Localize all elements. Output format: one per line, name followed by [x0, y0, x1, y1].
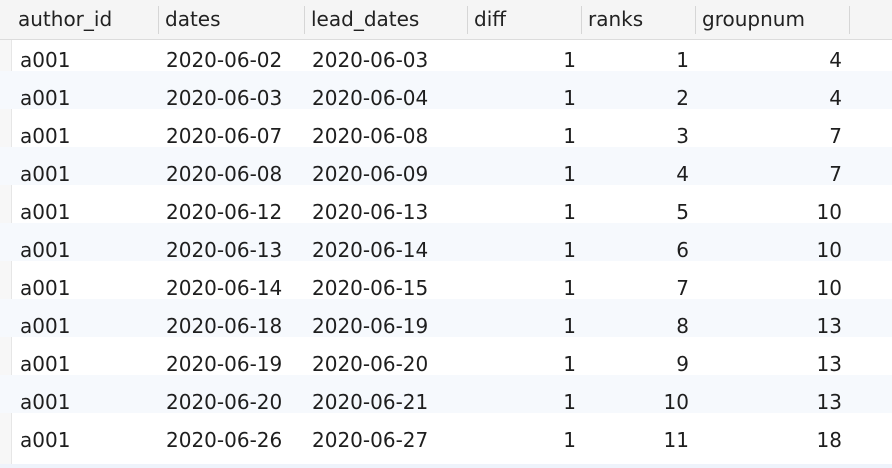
- cell-ranks[interactable]: 3: [676, 124, 689, 148]
- table-row[interactable]: a001 2020-06-19 2020-06-20 1 9 13: [0, 337, 892, 376]
- column-resize-handle[interactable]: [581, 6, 582, 34]
- cell-ranks[interactable]: 10: [663, 390, 689, 414]
- cell-groupnum[interactable]: 7: [829, 124, 842, 148]
- table-row[interactable]: a001 2020-06-07 2020-06-08 1 3 7: [0, 109, 892, 148]
- cell-lead-dates[interactable]: 2020-06-09: [312, 162, 429, 186]
- cell-lead-dates[interactable]: 2020-06-14: [312, 238, 429, 262]
- cell-diff[interactable]: 1: [563, 352, 576, 376]
- cell-author-id[interactable]: a001: [20, 276, 71, 300]
- cell-diff[interactable]: 1: [563, 238, 576, 262]
- table-row[interactable]: a001 2020-06-13 2020-06-14 1 6 10: [0, 223, 892, 262]
- column-header-row: author_id dates lead_dates diff ranks gr…: [0, 0, 892, 40]
- cell-groupnum[interactable]: 7: [829, 162, 842, 186]
- cell-dates[interactable]: 2020-06-20: [166, 390, 283, 414]
- cell-lead-dates[interactable]: 2020-06-04: [312, 86, 429, 110]
- column-header-lead-dates[interactable]: lead_dates: [311, 7, 420, 31]
- cell-author-id[interactable]: a001: [20, 124, 71, 148]
- cell-groupnum[interactable]: 10: [816, 200, 842, 224]
- cell-ranks[interactable]: 4: [676, 162, 689, 186]
- cell-diff[interactable]: 1: [563, 390, 576, 414]
- cell-diff[interactable]: 1: [563, 276, 576, 300]
- column-header-groupnum[interactable]: groupnum: [702, 7, 805, 31]
- cell-lead-dates[interactable]: 2020-06-19: [312, 314, 429, 338]
- cell-ranks[interactable]: 8: [676, 314, 689, 338]
- cell-author-id[interactable]: a001: [20, 352, 71, 376]
- table-row[interactable]: a001 2020-06-26 2020-06-27 1 11 18: [0, 413, 892, 452]
- cell-ranks[interactable]: 1: [676, 48, 689, 72]
- cell-groupnum[interactable]: 4: [829, 48, 842, 72]
- cell-diff[interactable]: 1: [563, 314, 576, 338]
- table-row[interactable]: a001 2020-06-03 2020-06-04 1 2 4: [0, 71, 892, 110]
- cell-lead-dates[interactable]: 2020-06-21: [312, 390, 429, 414]
- cell-author-id[interactable]: a001: [20, 162, 71, 186]
- cell-lead-dates[interactable]: 2020-06-13: [312, 200, 429, 224]
- cell-author-id[interactable]: a001: [20, 48, 71, 72]
- cell-author-id[interactable]: a001: [20, 238, 71, 262]
- cell-diff[interactable]: 1: [563, 200, 576, 224]
- table-row[interactable]: a001 2020-06-02 2020-06-03 1 1 4: [0, 33, 892, 72]
- column-header-dates[interactable]: dates: [165, 7, 221, 31]
- cell-groupnum[interactable]: 10: [816, 238, 842, 262]
- column-resize-handle[interactable]: [304, 6, 305, 34]
- column-resize-handle[interactable]: [849, 6, 850, 34]
- cell-dates[interactable]: 2020-06-13: [166, 238, 283, 262]
- cell-ranks[interactable]: 9: [676, 352, 689, 376]
- cell-groupnum[interactable]: 4: [829, 86, 842, 110]
- cell-dates[interactable]: 2020-06-07: [166, 124, 283, 148]
- cell-lead-dates[interactable]: 2020-06-08: [312, 124, 429, 148]
- cell-author-id[interactable]: a001: [20, 200, 71, 224]
- column-header-ranks[interactable]: ranks: [588, 7, 644, 31]
- cell-ranks[interactable]: 5: [676, 200, 689, 224]
- cell-dates[interactable]: 2020-06-19: [166, 352, 283, 376]
- cell-author-id[interactable]: a001: [20, 428, 71, 452]
- cell-groupnum[interactable]: 13: [816, 390, 842, 414]
- cell-diff[interactable]: 1: [563, 48, 576, 72]
- cell-lead-dates[interactable]: 2020-06-20: [312, 352, 429, 376]
- cell-diff[interactable]: 1: [563, 162, 576, 186]
- cell-dates[interactable]: 2020-06-14: [166, 276, 283, 300]
- cell-diff[interactable]: 1: [563, 124, 576, 148]
- cell-groupnum[interactable]: 13: [816, 314, 842, 338]
- table-row[interactable]: a001 2020-06-20 2020-06-21 1 10 13: [0, 375, 892, 414]
- cell-ranks[interactable]: 6: [676, 238, 689, 262]
- table-row[interactable]: a001 2020-06-18 2020-06-19 1 8 13: [0, 299, 892, 338]
- cell-author-id[interactable]: a001: [20, 390, 71, 414]
- cell-dates[interactable]: 2020-06-12: [166, 200, 283, 224]
- cell-dates[interactable]: 2020-06-26: [166, 428, 283, 452]
- column-resize-handle[interactable]: [158, 6, 159, 34]
- cell-groupnum[interactable]: 13: [816, 352, 842, 376]
- cell-ranks[interactable]: 2: [676, 86, 689, 110]
- column-header-author-id[interactable]: author_id: [18, 7, 113, 31]
- column-resize-handle[interactable]: [695, 6, 696, 34]
- table-row[interactable]: a001 2020-06-14 2020-06-15 1 7 10: [0, 261, 892, 300]
- cell-author-id[interactable]: a001: [20, 86, 71, 110]
- column-header-diff[interactable]: diff: [474, 7, 507, 31]
- next-row-partial: [0, 464, 892, 468]
- table-row[interactable]: a001 2020-06-12 2020-06-13 1 5 10: [0, 185, 892, 224]
- cell-dates[interactable]: 2020-06-08: [166, 162, 283, 186]
- cell-ranks[interactable]: 7: [676, 276, 689, 300]
- cell-ranks[interactable]: 11: [663, 428, 689, 452]
- cell-diff[interactable]: 1: [563, 86, 576, 110]
- column-resize-handle[interactable]: [467, 6, 468, 34]
- cell-dates[interactable]: 2020-06-03: [166, 86, 283, 110]
- cell-dates[interactable]: 2020-06-18: [166, 314, 283, 338]
- cell-groupnum[interactable]: 10: [816, 276, 842, 300]
- cell-author-id[interactable]: a001: [20, 314, 71, 338]
- cell-lead-dates[interactable]: 2020-06-15: [312, 276, 429, 300]
- cell-dates[interactable]: 2020-06-02: [166, 48, 283, 72]
- cell-lead-dates[interactable]: 2020-06-27: [312, 428, 429, 452]
- cell-groupnum[interactable]: 18: [816, 428, 842, 452]
- cell-diff[interactable]: 1: [563, 428, 576, 452]
- table-row[interactable]: a001 2020-06-08 2020-06-09 1 4 7: [0, 147, 892, 186]
- cell-lead-dates[interactable]: 2020-06-03: [312, 48, 429, 72]
